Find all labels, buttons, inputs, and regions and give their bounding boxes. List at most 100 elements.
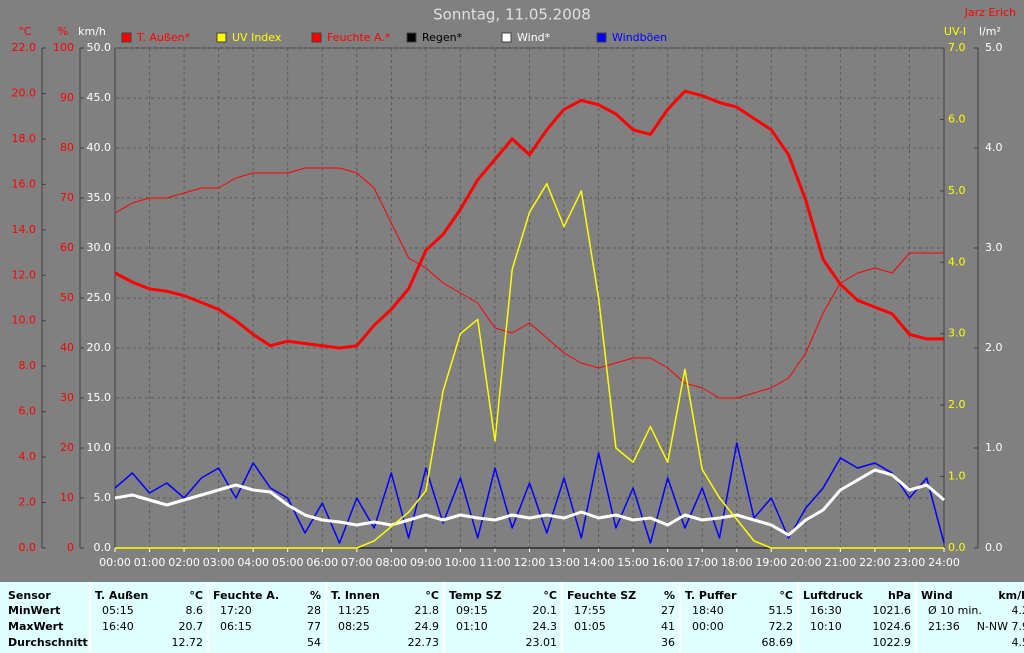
x-tick-label: 02:00 (168, 556, 200, 569)
y-tick-label: 30 (60, 391, 74, 404)
max-time: 16:40 (102, 620, 134, 633)
avg-value: 23.01 (526, 636, 558, 649)
legend-swatch (501, 32, 512, 43)
y-tick-label: 6.0 (948, 112, 966, 125)
min-value: 4.2 (1012, 604, 1024, 617)
row-label: MaxWert (8, 620, 63, 633)
y-tick-label: 60 (60, 241, 74, 254)
max-time: 10:10 (810, 620, 842, 633)
x-tick-label: 10:00 (445, 556, 477, 569)
y-tick-label: 14.0 (12, 223, 37, 236)
max-time: 06:15 (220, 620, 252, 633)
x-tick-label: 12:00 (514, 556, 546, 569)
avg-value: 12.72 (172, 636, 204, 649)
x-tick-label: 04:00 (237, 556, 269, 569)
max-time: 00:00 (692, 620, 724, 633)
y-tick-label: 90 (60, 91, 74, 104)
column-name: Wind (921, 589, 953, 602)
x-tick-label: 05:00 (272, 556, 304, 569)
series-line (114, 89, 944, 350)
min-value: 20.1 (533, 604, 558, 617)
max-value: 77 (307, 620, 321, 633)
min-time: 18:40 (692, 604, 724, 617)
y-tick-label: 70 (60, 191, 74, 204)
axis-unit: % (58, 25, 68, 38)
y-tick-label: 1.0 (985, 441, 1003, 454)
y-tick-label: 5.0 (94, 491, 112, 504)
axis-unit: l/m² (979, 25, 1001, 38)
y-tick-label: 8.0 (19, 359, 37, 372)
y-tick-label: 100 (53, 41, 74, 54)
legend-label: Wind* (517, 31, 551, 44)
author: Jarz Erich (964, 6, 1016, 19)
column-unit: km/h (998, 589, 1024, 602)
y-tick-label: 0.0 (19, 541, 37, 554)
x-tick-label: 01:00 (134, 556, 166, 569)
min-time: Ø 10 min. (928, 604, 982, 617)
column-unit: hPa (888, 589, 911, 602)
y-tick-label: 10 (60, 491, 74, 504)
series-line (114, 167, 944, 399)
max-value: N-NW 7.9 (977, 620, 1024, 633)
avg-value: 54 (307, 636, 321, 649)
avg-value: 22.73 (408, 636, 440, 649)
x-tick-label: 21:00 (825, 556, 857, 569)
y-tick-label: 35.0 (87, 191, 112, 204)
y-tick-label: 3.0 (985, 241, 1003, 254)
row-label: MinWert (8, 604, 60, 617)
column-name: Luftdruck (803, 589, 864, 602)
x-tick-label: 19:00 (755, 556, 787, 569)
min-time: 05:15 (102, 604, 134, 617)
axis-unit: km/h (78, 25, 106, 38)
max-time: 01:05 (574, 620, 606, 633)
y-tick-label: 45.0 (87, 91, 112, 104)
y-tick-label: 1.0 (948, 470, 966, 483)
y-tick-label: 4.0 (985, 141, 1003, 154)
legend-swatch (311, 32, 322, 43)
max-value: 20.7 (179, 620, 204, 633)
min-time: 11:25 (338, 604, 370, 617)
y-tick-label: 40.0 (87, 141, 112, 154)
x-tick-label: 07:00 (341, 556, 373, 569)
series-line (114, 442, 945, 544)
legend-label: Windböen (612, 31, 667, 44)
column-unit: °C (543, 589, 557, 602)
max-value: 24.3 (533, 620, 558, 633)
column-unit: °C (779, 589, 793, 602)
y-tick-label: 50.0 (87, 41, 112, 54)
y-tick-label: 2.0 (985, 341, 1003, 354)
x-tick-label: 08:00 (375, 556, 407, 569)
y-tick-label: 40 (60, 341, 74, 354)
column-name: T. Außen (95, 589, 148, 602)
y-tick-label: 0 (67, 541, 74, 554)
x-tick-label: 22:00 (859, 556, 891, 569)
max-time: 08:25 (338, 620, 370, 633)
y-tick-label: 12.0 (12, 268, 37, 281)
min-time: 16:30 (810, 604, 842, 617)
x-tick-label: 23:00 (894, 556, 926, 569)
y-tick-label: 0.0 (985, 541, 1003, 554)
min-time: 17:55 (574, 604, 606, 617)
column-unit: % (310, 589, 321, 602)
min-value: 8.6 (186, 604, 204, 617)
legend-swatch (121, 32, 132, 43)
max-value: 1024.6 (873, 620, 912, 633)
x-tick-label: 20:00 (790, 556, 822, 569)
y-tick-label: 2.0 (948, 398, 966, 411)
legend-label: Feuchte A.* (327, 31, 391, 44)
x-tick-label: 14:00 (583, 556, 615, 569)
min-value: 27 (661, 604, 675, 617)
y-tick-label: 7.0 (948, 41, 966, 54)
y-tick-label: 20.0 (12, 86, 37, 99)
x-tick-label: 18:00 (721, 556, 753, 569)
y-tick-label: 5.0 (948, 184, 966, 197)
column-unit: °C (425, 589, 439, 602)
max-value: 41 (661, 620, 675, 633)
x-tick-label: 09:00 (410, 556, 442, 569)
column-name: T. Puffer (685, 589, 737, 602)
series-line (114, 468, 945, 537)
y-tick-label: 16.0 (12, 177, 37, 190)
x-tick-label: 11:00 (479, 556, 511, 569)
column-name: Feuchte A. (213, 589, 279, 602)
min-value: 51.5 (769, 604, 794, 617)
